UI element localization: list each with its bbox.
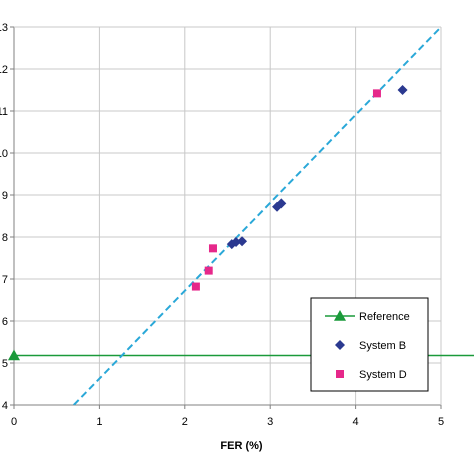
legend-marker-system-b xyxy=(335,340,345,350)
x-tick-label: 4 xyxy=(353,416,359,428)
x-tick-label: 1 xyxy=(96,416,102,428)
reference-point xyxy=(8,349,20,361)
system-d-point xyxy=(191,282,200,291)
system-b-point xyxy=(231,237,242,248)
fit-line xyxy=(73,27,441,405)
system-d-point xyxy=(372,89,381,98)
x-tick-label: 3 xyxy=(267,416,273,428)
x-axis-title: FER (%) xyxy=(220,440,263,452)
y-tick-label: 12 xyxy=(0,64,8,76)
system-d-point xyxy=(208,244,217,253)
y-tick-label: 11 xyxy=(0,106,8,118)
legend: Reference System B System D xyxy=(310,297,429,392)
system-d-point xyxy=(204,266,213,275)
legend-label-system-b: System B xyxy=(359,340,406,352)
grid xyxy=(14,27,441,405)
x-tick-label: 5 xyxy=(438,416,444,428)
y-tick-label: 10 xyxy=(0,148,8,160)
legend-label-reference: Reference xyxy=(359,311,410,323)
y-tick-label: 7 xyxy=(2,274,8,286)
tick-labels: 01234545678910111213 xyxy=(0,22,444,428)
y-tick-label: 13 xyxy=(0,22,8,34)
legend-label-system-d: System D xyxy=(359,369,407,381)
system-b-point xyxy=(237,236,248,247)
y-tick-label: 9 xyxy=(2,190,8,202)
y-tick-label: 8 xyxy=(2,232,8,244)
axes xyxy=(10,26,442,409)
data-marks xyxy=(8,85,408,361)
system-b-point xyxy=(397,85,408,95)
legend-marker-reference xyxy=(334,310,346,321)
y-tick-label: 6 xyxy=(2,316,8,328)
system-b-point xyxy=(276,198,287,209)
x-tick-label: 2 xyxy=(182,416,188,428)
legend-marker-system-d xyxy=(336,370,344,378)
y-tick-label: 5 xyxy=(2,358,8,370)
legend-box xyxy=(310,297,429,392)
x-tick-label: 0 xyxy=(11,416,17,428)
y-tick-label: 4 xyxy=(2,400,8,412)
fit-line-group xyxy=(73,27,441,405)
